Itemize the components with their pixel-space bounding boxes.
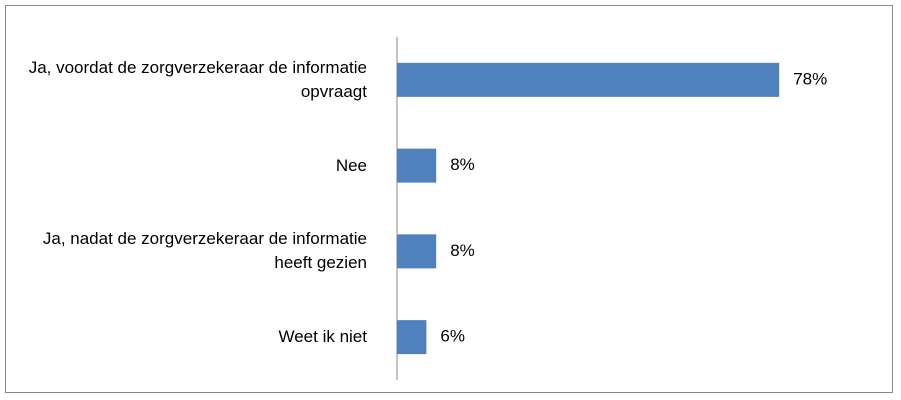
category-label: Weet ik niet bbox=[278, 327, 367, 347]
category-label-box: Ja, nadat de zorgverzekeraar de informat… bbox=[10, 221, 367, 281]
value-label: 8% bbox=[450, 241, 475, 260]
bar bbox=[397, 148, 437, 183]
category-label-box: Ja, voordat de zorgverzekeraar de inform… bbox=[10, 50, 367, 110]
bar bbox=[397, 320, 427, 355]
bar bbox=[397, 234, 437, 269]
bar bbox=[397, 62, 780, 97]
value-label: 78% bbox=[793, 69, 827, 88]
category-label: Nee bbox=[335, 155, 367, 175]
category-label-box: Weet ik niet bbox=[10, 307, 367, 367]
category-label-box: Nee bbox=[10, 136, 367, 196]
category-label: Ja, voordat de zorgverzekeraar de inform… bbox=[28, 57, 367, 101]
value-label: 6% bbox=[440, 327, 465, 346]
chart-frame bbox=[5, 5, 893, 393]
value-label: 8% bbox=[450, 155, 475, 174]
category-label: Ja, nadat de zorgverzekeraar de informat… bbox=[42, 229, 367, 273]
